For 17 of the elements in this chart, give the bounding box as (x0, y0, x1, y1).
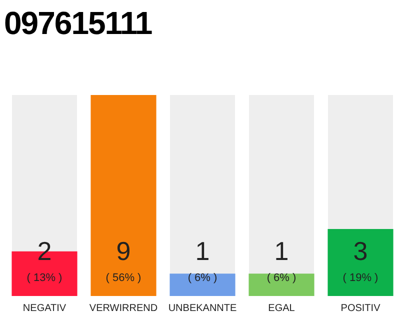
annotation: ( 6% ) (188, 272, 218, 284)
x-tick-label: EGAL (268, 302, 296, 314)
chart-title: 097615111 (4, 4, 152, 43)
data-label: 3 (353, 236, 368, 266)
data-label: 9 (116, 236, 131, 266)
x-tick-label: VERWIRREND (89, 302, 158, 314)
x-tick-label: NEGATIV (22, 302, 66, 314)
annotation: ( 13% ) (26, 272, 62, 284)
x-tick-label: UNBEKANNTE (168, 302, 237, 314)
annotation: ( 6% ) (266, 272, 296, 284)
bar (248, 274, 314, 296)
x-tick-label: POSITIV (340, 302, 381, 314)
data-label: 1 (274, 236, 289, 266)
data-label: 1 (195, 236, 210, 266)
bar (170, 274, 236, 296)
annotation: ( 56% ) (106, 272, 142, 284)
annotation: ( 19% ) (342, 272, 378, 284)
